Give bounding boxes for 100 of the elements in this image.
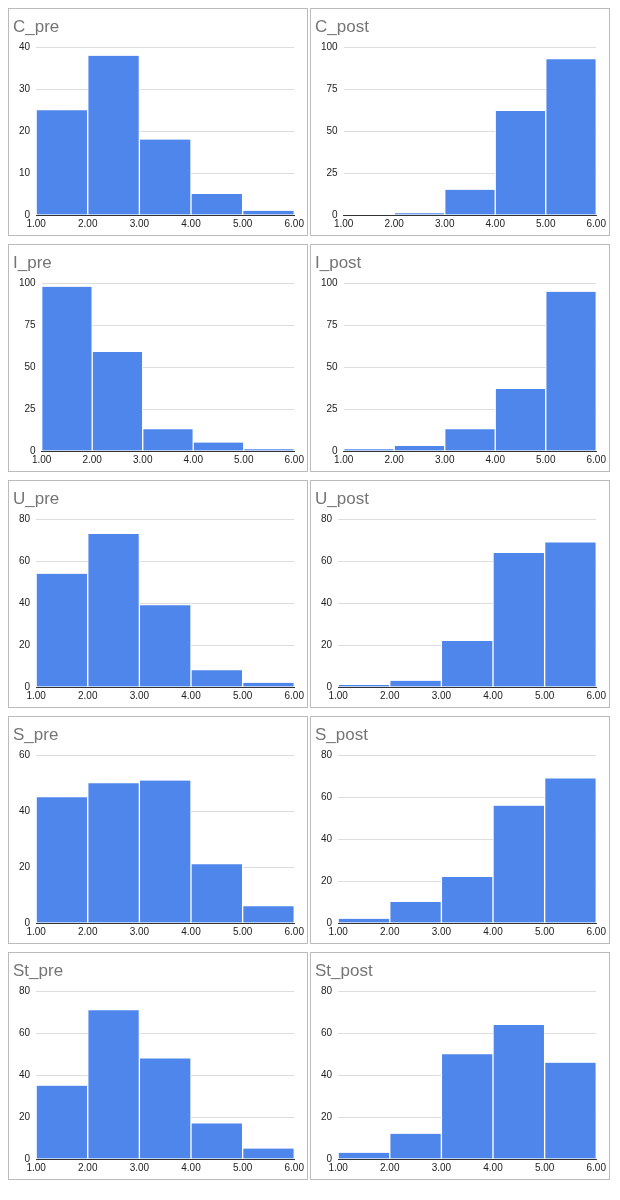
y-tick-label: 40 bbox=[19, 41, 31, 53]
y-tick-label: 0 bbox=[24, 916, 31, 928]
y-tick-label: 0 bbox=[24, 1152, 31, 1164]
x-tick-label: 1.00 bbox=[26, 1161, 47, 1173]
chart-title: I_post bbox=[315, 252, 362, 272]
x-tick-label: 6.00 bbox=[586, 1161, 607, 1173]
x-tick-label: 6.00 bbox=[284, 453, 305, 465]
x-tick-label: 6.00 bbox=[586, 689, 607, 701]
x-tick-label: 2.00 bbox=[380, 689, 400, 701]
x-tick-label: 5.00 bbox=[232, 925, 253, 937]
x-tick-label: 3.00 bbox=[132, 453, 153, 465]
x-tick-label: 2.00 bbox=[78, 217, 98, 229]
y-tick-label: 25 bbox=[326, 402, 339, 414]
x-tick-label: 6.00 bbox=[586, 925, 607, 937]
chart-title: S_pre bbox=[13, 724, 59, 744]
x-tick-label: 4.00 bbox=[483, 1161, 504, 1173]
y-tick-label: 0 bbox=[332, 444, 339, 456]
y-tick-label: 30 bbox=[19, 83, 31, 95]
y-tick-label: 0 bbox=[326, 1152, 333, 1164]
x-tick-label: 2.00 bbox=[78, 925, 98, 937]
x-tick-label: 3.00 bbox=[431, 1161, 452, 1173]
x-tick-label: 5.00 bbox=[536, 453, 556, 465]
y-tick-label: 0 bbox=[24, 208, 31, 220]
chart-title: St_post bbox=[315, 960, 373, 980]
x-tick-label: 6.00 bbox=[284, 217, 305, 229]
x-tick-label: 3.00 bbox=[129, 1161, 150, 1173]
y-tick-label: 80 bbox=[321, 749, 333, 761]
y-tick-label: 20 bbox=[19, 124, 31, 136]
y-tick-label: 40 bbox=[19, 1068, 31, 1080]
x-tick-label: 6.00 bbox=[586, 217, 607, 229]
x-tick-label: 3.00 bbox=[129, 217, 150, 229]
y-tick-label: 25 bbox=[326, 166, 339, 178]
y-tick-label: 0 bbox=[326, 680, 333, 692]
x-tick-label: 1.00 bbox=[333, 453, 354, 465]
x-tick-label: 5.00 bbox=[536, 217, 556, 229]
y-tick-label: 50 bbox=[326, 124, 339, 136]
y-tick-label: 40 bbox=[321, 832, 333, 844]
y-tick-label: 40 bbox=[19, 596, 31, 608]
x-tick-label: 4.00 bbox=[483, 925, 504, 937]
y-tick-label: 75 bbox=[326, 83, 339, 95]
x-tick-label: 5.00 bbox=[232, 689, 253, 701]
chart-title: C_post bbox=[315, 16, 370, 36]
x-tick-label: 5.00 bbox=[232, 217, 253, 229]
x-tick-label: 2.00 bbox=[82, 453, 103, 465]
y-tick-label: 60 bbox=[321, 555, 333, 567]
x-tick-label: 4.00 bbox=[483, 689, 504, 701]
x-tick-label: 4.00 bbox=[181, 689, 202, 701]
x-tick-label: 1.00 bbox=[26, 217, 47, 229]
x-tick-label: 3.00 bbox=[434, 217, 455, 229]
y-tick-label: 20 bbox=[321, 874, 333, 886]
y-tick-label: 100 bbox=[19, 277, 37, 289]
y-tick-label: 80 bbox=[19, 985, 31, 997]
y-tick-label: 0 bbox=[30, 444, 37, 456]
y-tick-label: 20 bbox=[19, 860, 31, 872]
x-tick-label: 4.00 bbox=[183, 453, 204, 465]
x-tick-label: 2.00 bbox=[384, 217, 405, 229]
x-tick-label: 2.00 bbox=[380, 925, 400, 937]
y-tick-label: 40 bbox=[321, 596, 333, 608]
x-tick-label: 2.00 bbox=[384, 453, 405, 465]
y-tick-label: 10 bbox=[19, 166, 31, 178]
chart-title: S_post bbox=[315, 724, 369, 744]
chart-title: C_pre bbox=[13, 16, 60, 36]
y-tick-label: 75 bbox=[24, 319, 37, 331]
x-tick-label: 6.00 bbox=[284, 1161, 305, 1173]
chart-title: U_pre bbox=[13, 488, 60, 508]
y-tick-label: 60 bbox=[19, 1027, 31, 1039]
y-tick-label: 100 bbox=[321, 41, 339, 53]
x-tick-label: 1.00 bbox=[328, 925, 349, 937]
y-tick-label: 75 bbox=[326, 319, 339, 331]
x-tick-label: 1.00 bbox=[328, 1161, 349, 1173]
y-tick-label: 0 bbox=[24, 680, 31, 692]
y-tick-label: 50 bbox=[326, 360, 339, 372]
y-tick-label: 80 bbox=[19, 513, 31, 525]
y-tick-label: 20 bbox=[19, 1110, 31, 1122]
x-tick-label: 6.00 bbox=[284, 689, 305, 701]
y-tick-label: 40 bbox=[19, 805, 31, 817]
y-tick-label: 0 bbox=[332, 208, 339, 220]
x-tick-label: 4.00 bbox=[181, 217, 202, 229]
y-tick-label: 100 bbox=[321, 277, 339, 289]
x-tick-label: 3.00 bbox=[431, 925, 452, 937]
x-tick-label: 5.00 bbox=[534, 689, 555, 701]
x-tick-label: 4.00 bbox=[485, 453, 506, 465]
x-tick-label: 3.00 bbox=[434, 453, 455, 465]
x-tick-label: 3.00 bbox=[431, 689, 452, 701]
y-tick-label: 80 bbox=[321, 513, 333, 525]
x-tick-label: 3.00 bbox=[129, 689, 150, 701]
x-tick-label: 4.00 bbox=[181, 925, 202, 937]
x-tick-label: 4.00 bbox=[181, 1161, 202, 1173]
x-tick-label: 3.00 bbox=[129, 925, 150, 937]
y-tick-label: 20 bbox=[321, 638, 333, 650]
x-tick-label: 1.00 bbox=[333, 217, 354, 229]
x-tick-label: 1.00 bbox=[31, 453, 52, 465]
y-tick-label: 40 bbox=[321, 1068, 333, 1080]
y-tick-label: 60 bbox=[321, 1027, 333, 1039]
x-tick-label: 4.00 bbox=[485, 217, 506, 229]
x-tick-label: 5.00 bbox=[534, 925, 555, 937]
y-tick-label: 80 bbox=[321, 985, 333, 997]
x-tick-label: 6.00 bbox=[284, 925, 305, 937]
chart-title: U_post bbox=[315, 488, 370, 508]
chart-title: St_pre bbox=[13, 960, 64, 980]
